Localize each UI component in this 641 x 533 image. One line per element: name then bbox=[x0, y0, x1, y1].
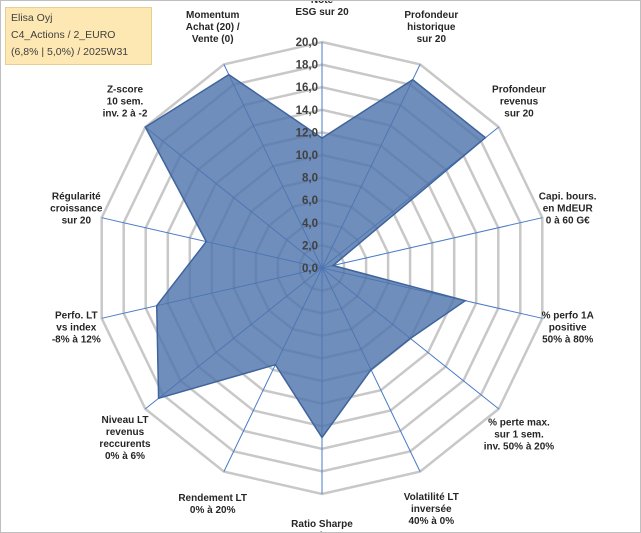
tick-label-1: 2,0 bbox=[302, 240, 318, 252]
tick-label-7: 14,0 bbox=[296, 105, 318, 117]
axis-label-4: Capi. bours. en MdEUR 0 à 60 G€ bbox=[539, 192, 597, 227]
portfolio-label: C4_Actions / 2_EURO bbox=[11, 29, 116, 41]
tick-label-10: 20,0 bbox=[296, 37, 318, 49]
tick-label-6: 12,0 bbox=[296, 127, 318, 139]
axis-label-5: % perfo 1A positive 50% à 80% bbox=[542, 311, 594, 346]
axis-label-2: Profondeur historique sur 20 bbox=[404, 10, 458, 45]
tick-label-9: 18,0 bbox=[296, 60, 318, 72]
axis-label-3: Profondeur revenus sur 20 bbox=[492, 84, 546, 119]
tick-label-5: 10,0 bbox=[296, 150, 318, 162]
axis-label-13: Z-score 10 sem. inv. 2 à -2 bbox=[103, 84, 148, 119]
axis-label-1: NoteESG sur 20 bbox=[295, 1, 349, 18]
tick-label-3: 6,0 bbox=[302, 195, 318, 207]
axis-label-8: Ratio Sharpe0 à 1 bbox=[291, 519, 353, 532]
company-name: Elisa Oyj bbox=[11, 12, 53, 24]
axis-label-14: Momentum Achat (20) / Vente (0) bbox=[186, 10, 240, 45]
tick-label-2: 4,0 bbox=[302, 218, 318, 230]
axis-label-11: Perfo. LT vs index -8% à 12% bbox=[52, 311, 101, 346]
info-box: Elisa Oyj C4_Actions / 2_EURO (6,8% | 5,… bbox=[5, 7, 152, 65]
axis-spoke-4 bbox=[321, 217, 543, 269]
tick-label-8: 16,0 bbox=[296, 82, 318, 94]
tick-label-0: 0,0 bbox=[302, 263, 318, 275]
axis-label-7: Volatilité LT inversée 40% à 0% bbox=[404, 492, 459, 527]
axis-label-10: Niveau LT revenus reccurents 0% à 6% bbox=[99, 415, 151, 462]
axis-label-6: % perte max. sur 1 sem. inv. 50% à 20% bbox=[484, 418, 555, 453]
axis-label-9: Rendement LT 0% à 20% bbox=[178, 493, 247, 516]
axis-label-12: Régularité croissance sur 20 bbox=[50, 192, 103, 227]
detail-label: (6,8% | 5,0%) / 2025W31 bbox=[11, 46, 129, 58]
tick-label-4: 8,0 bbox=[302, 173, 318, 185]
